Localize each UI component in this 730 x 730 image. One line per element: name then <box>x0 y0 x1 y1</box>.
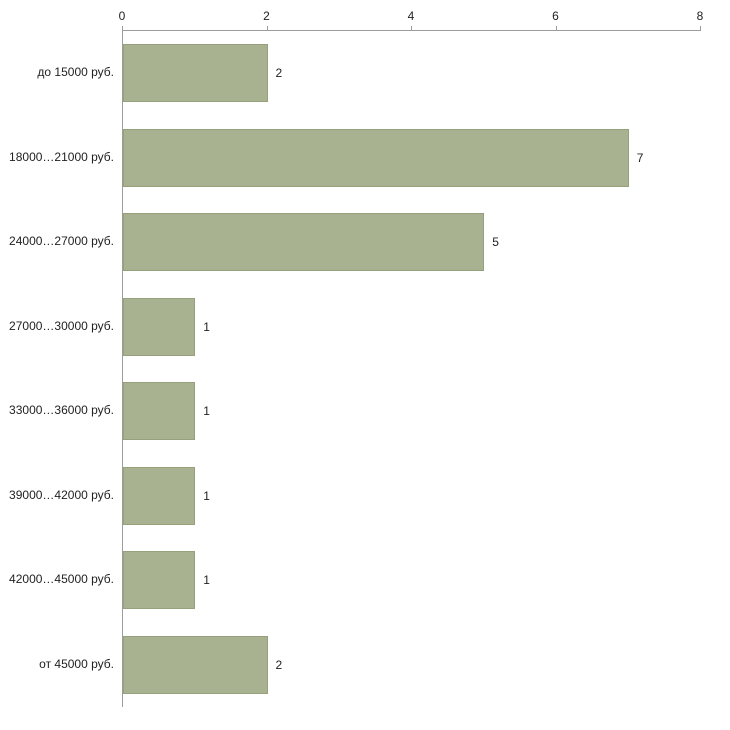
category-label: 39000…42000 руб. <box>9 487 114 502</box>
category-label: 33000…36000 руб. <box>9 403 114 418</box>
category-label: 24000…27000 руб. <box>9 234 114 249</box>
bar <box>123 635 268 694</box>
bar <box>123 297 196 356</box>
bar-value-label: 1 <box>203 573 210 588</box>
category-label: от 45000 руб. <box>39 656 114 671</box>
bar-value-label: 7 <box>636 150 644 165</box>
x-tick-mark <box>266 26 268 30</box>
bar-value-label: 5 <box>492 235 499 250</box>
plot-area: 2 7 5 1 1 1 1 2 <box>122 30 701 707</box>
bar-value-label: 1 <box>203 404 210 419</box>
bar-value-label: 1 <box>203 488 210 503</box>
x-tick-mark <box>122 26 123 30</box>
category-label: 18000…21000 руб. <box>9 149 114 164</box>
x-tick-mark <box>411 26 412 30</box>
bar-value-label: 2 <box>275 66 283 81</box>
bar-value-label: 2 <box>275 657 283 672</box>
x-tick-mark <box>555 26 557 30</box>
category-label: 42000…45000 руб. <box>9 572 114 587</box>
bar <box>123 128 629 187</box>
bar-value-label: 1 <box>203 319 210 334</box>
x-tick-mark <box>700 26 701 30</box>
bar <box>123 44 268 103</box>
x-tick-label: 0 <box>118 9 126 23</box>
bar <box>123 551 196 610</box>
bar <box>123 213 485 272</box>
category-label: 27000…30000 руб. <box>9 318 114 333</box>
x-tick-label: 2 <box>263 9 270 23</box>
x-tick-label: 6 <box>552 9 559 23</box>
bar <box>123 382 196 441</box>
x-tick-label: 8 <box>696 9 704 23</box>
category-label: до 15000 руб. <box>37 65 114 80</box>
bar <box>123 466 196 525</box>
x-tick-label: 4 <box>407 9 415 23</box>
